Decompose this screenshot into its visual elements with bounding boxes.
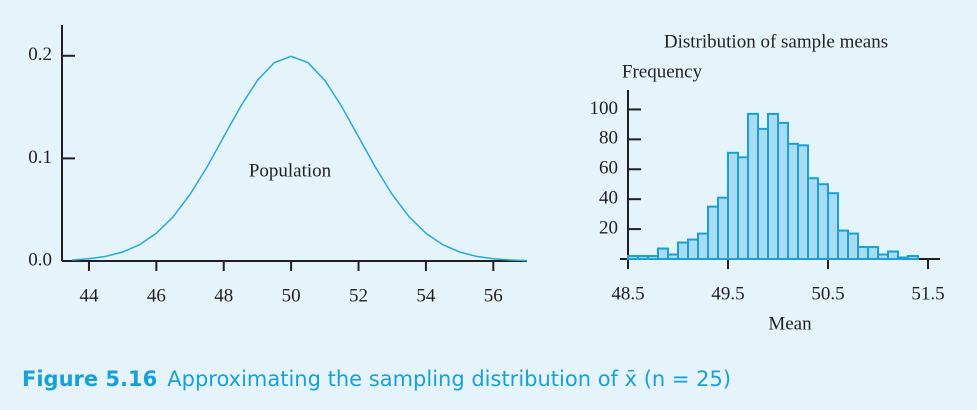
curve xyxy=(72,55,528,262)
y-tick-label: 60 xyxy=(599,158,618,179)
bar xyxy=(797,144,809,261)
x-tick-label: 51.5 xyxy=(911,283,944,304)
x-tick-label: 50.5 xyxy=(811,283,844,304)
bar xyxy=(727,151,739,261)
annotation: Population xyxy=(249,160,332,181)
caption-text: Approximating the sampling distribution … xyxy=(167,367,731,391)
bar xyxy=(807,177,819,260)
bar xyxy=(867,246,879,261)
x-tick-label: 52 xyxy=(349,285,368,306)
bar xyxy=(877,253,889,261)
bar xyxy=(757,127,769,260)
bar xyxy=(647,255,659,261)
bar xyxy=(827,192,839,260)
bar xyxy=(697,232,709,261)
bar xyxy=(857,246,869,261)
y-tick-label: 100 xyxy=(590,98,619,119)
bar xyxy=(677,241,689,261)
bar xyxy=(897,256,909,261)
bar xyxy=(907,255,919,261)
chart-title: Distribution of sample means xyxy=(664,31,888,52)
bar xyxy=(837,229,849,261)
x-axis-label: Mean xyxy=(768,313,812,334)
bar xyxy=(637,255,649,261)
bar xyxy=(707,205,719,260)
bar xyxy=(847,232,859,261)
y-tick-label: 20 xyxy=(599,217,618,238)
x-tick-label: 49.5 xyxy=(711,283,744,304)
bar xyxy=(717,196,729,260)
x-tick-label: 54 xyxy=(416,285,436,306)
bar xyxy=(767,112,779,261)
x-tick-label: 48.5 xyxy=(611,283,644,304)
bar xyxy=(657,247,669,261)
y-tick-label: 40 xyxy=(599,188,618,209)
caption: Figure 5.16 Approximating the sampling di… xyxy=(22,367,731,391)
y-tick-label: 0.0 xyxy=(28,249,52,270)
bar xyxy=(787,142,799,261)
bar xyxy=(777,121,789,261)
bar xyxy=(747,112,759,261)
bar xyxy=(737,156,749,260)
y-tick-label: 0.1 xyxy=(28,147,52,168)
y-tick-label: 0.2 xyxy=(28,44,52,65)
caption-label: Figure 5.16 xyxy=(22,367,157,391)
bar xyxy=(667,253,679,261)
x-tick-label: 48 xyxy=(214,285,233,306)
bar xyxy=(817,183,829,260)
bar xyxy=(687,238,699,261)
x-tick-label: 50 xyxy=(282,285,301,306)
x-tick-label: 46 xyxy=(147,285,166,306)
y-tick-label: 80 xyxy=(599,128,618,149)
bar xyxy=(887,250,899,261)
x-tick-label: 44 xyxy=(79,285,99,306)
x-tick-label: 56 xyxy=(484,285,503,306)
bar xyxy=(627,255,639,261)
y-axis-label: Frequency xyxy=(622,61,703,82)
